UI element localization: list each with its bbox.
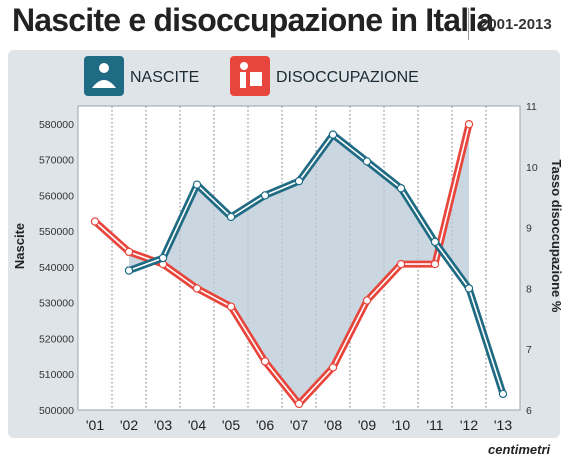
right-tick-label: 6 — [526, 405, 532, 417]
nascite-point — [328, 130, 338, 139]
disoccupazione-point — [396, 259, 406, 269]
x-tick-label: '04 — [188, 417, 206, 433]
left-tick-label: 550000 — [39, 226, 74, 238]
disoccupazione-point — [226, 302, 236, 311]
disoccupazione-point — [328, 363, 338, 372]
gap-area — [129, 124, 469, 404]
legend-nascite-label: NASCITE — [130, 69, 199, 86]
left-tick-label: 520000 — [39, 333, 74, 345]
x-tick-label: '02 — [120, 417, 138, 433]
disoccupazione-point — [430, 259, 440, 269]
x-tick-label: '11 — [426, 417, 443, 433]
left-tick-label: 580000 — [39, 119, 74, 131]
left-tick-label: 540000 — [39, 262, 74, 274]
left-axis-title: Nascite — [12, 223, 27, 269]
disoccupazione-point — [260, 357, 270, 366]
left-tick-label: 570000 — [39, 155, 74, 167]
x-tick-label: '03 — [154, 417, 172, 433]
x-tick-label: '08 — [324, 417, 342, 433]
left-tick-label: 510000 — [39, 369, 74, 381]
disoccupazione-point — [464, 120, 474, 129]
disoccupazione-point — [124, 247, 134, 257]
right-tick-label: 11 — [526, 101, 537, 113]
nascite-point — [362, 157, 372, 166]
disoccupazione-point — [192, 284, 202, 293]
baby-icon-head — [99, 63, 109, 73]
period-label: 2001-2013 — [480, 16, 552, 33]
disoccupazione-point — [90, 217, 100, 226]
right-tick-label: 7 — [526, 344, 532, 356]
x-tick-label: '06 — [256, 417, 274, 433]
disoccupazione-point — [362, 296, 372, 305]
nascite-point — [192, 180, 202, 189]
baby-icon-body — [92, 80, 116, 88]
nascite-point — [260, 191, 270, 200]
nascite-point — [464, 284, 474, 293]
nascite-point — [226, 212, 236, 222]
x-tick-label: '12 — [460, 417, 478, 433]
x-tick-label: '05 — [222, 417, 240, 433]
x-tick-label: '07 — [290, 417, 308, 433]
left-tick-label: 500000 — [39, 405, 74, 417]
legend: NASCITE DISOCCUPAZIONE — [84, 56, 419, 96]
right-tick-label: 9 — [526, 223, 532, 235]
chart-title: Nascite e disoccupazione in Italia — [12, 2, 494, 38]
baby-icon — [84, 56, 124, 96]
nascite-point — [430, 237, 440, 247]
legend-nascite: NASCITE — [84, 56, 199, 96]
x-tick-label: '09 — [358, 417, 376, 433]
person-icon-body — [240, 72, 246, 88]
nascite-point — [158, 253, 168, 263]
legend-disoccupazione-label: DISOCCUPAZIONE — [276, 69, 419, 86]
x-tick-label: '13 — [494, 417, 512, 433]
x-tick-label: '10 — [392, 417, 410, 433]
centimetri-logo: centimetri — [488, 442, 551, 457]
plot-area: 500000 510000 520000 530000 540000 550000 5600… — [39, 101, 538, 433]
desk-icon — [250, 72, 262, 86]
nascite-line-highlight — [128, 133, 504, 395]
right-tick-label: 8 — [526, 283, 532, 295]
right-tick-label: 10 — [526, 162, 538, 174]
legend-disoccupazione: DISOCCUPAZIONE — [230, 56, 419, 96]
person-icon-head — [240, 62, 248, 70]
nascite-point — [498, 389, 508, 399]
nascite-point — [294, 176, 304, 186]
x-tick-label: '01 — [86, 417, 104, 433]
left-tick-label: 530000 — [39, 298, 74, 310]
nascite-point — [396, 184, 406, 193]
disoccupazione-point — [294, 399, 304, 409]
left-tick-label: 560000 — [39, 190, 74, 202]
title-divider — [468, 8, 469, 40]
nascite-point — [124, 266, 134, 275]
right-axis-title: Tasso disoccupazione % — [549, 160, 564, 313]
